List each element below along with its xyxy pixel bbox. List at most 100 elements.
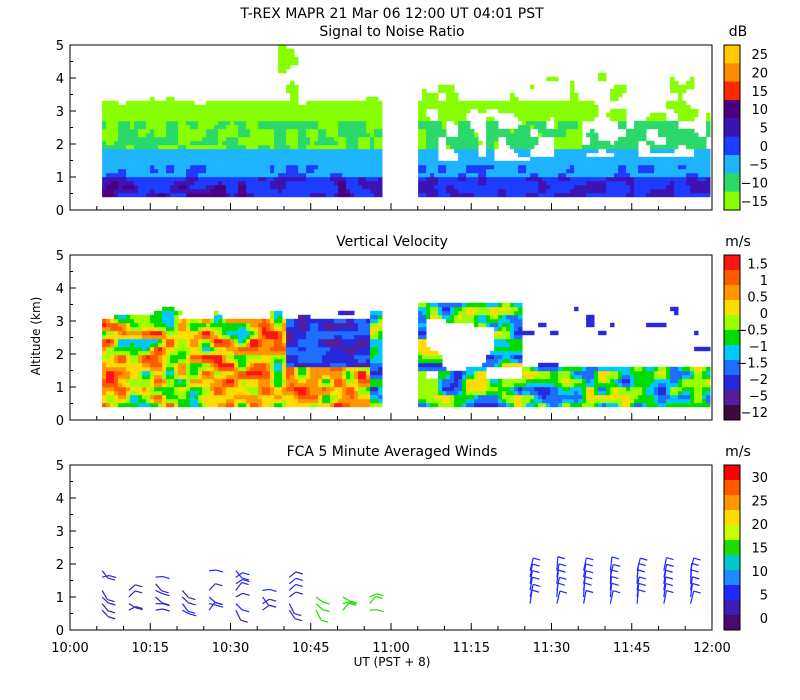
field-cell (626, 188, 631, 194)
field-cell (306, 330, 311, 336)
field-cell (270, 152, 275, 158)
field-cell (242, 318, 247, 324)
field-cell (370, 128, 375, 134)
field-cell (230, 180, 235, 186)
field-cell (594, 136, 599, 142)
field-cell (122, 338, 127, 344)
field-cell (590, 132, 595, 138)
field-cell (426, 92, 431, 98)
field-cell (466, 184, 471, 190)
field-cell (314, 132, 319, 138)
field-cell (302, 318, 307, 324)
field-cell (246, 184, 251, 190)
field-cell (426, 100, 431, 106)
field-cell (166, 362, 171, 368)
field-cell (222, 104, 227, 110)
field-cell (482, 108, 487, 114)
field-cell (266, 152, 271, 158)
field-cell (134, 342, 139, 348)
field-cell (206, 140, 211, 146)
field-cell (574, 128, 579, 134)
data-fields (101, 44, 740, 631)
field-cell (514, 164, 519, 170)
field-cell (226, 128, 231, 134)
field-cell (366, 192, 371, 198)
field-cell (282, 390, 287, 396)
field-cell (574, 140, 579, 146)
field-cell (226, 172, 231, 178)
field-cell (418, 370, 423, 376)
field-cell (438, 374, 443, 380)
field-cell (350, 346, 355, 352)
field-cell (118, 314, 123, 320)
field-cell (442, 366, 447, 372)
field-cell (342, 180, 347, 186)
field-cell (162, 362, 167, 368)
field-cell (162, 112, 167, 118)
field-cell (358, 358, 363, 364)
field-cell (194, 148, 199, 154)
field-cell (134, 160, 139, 166)
field-cell (230, 168, 235, 174)
field-cell (570, 156, 575, 162)
field-cell (482, 176, 487, 182)
field-cell (486, 184, 491, 190)
field-cell (178, 156, 183, 162)
field-cell (290, 92, 295, 98)
field-cell (578, 168, 583, 174)
field-cell (534, 116, 539, 122)
field-cell (618, 156, 623, 162)
field-cell (318, 366, 323, 372)
field-cell (114, 140, 119, 146)
field-cell (690, 172, 695, 178)
field-cell (358, 144, 363, 150)
field-cell (126, 334, 131, 340)
field-cell (106, 112, 111, 118)
field-cell (470, 100, 475, 106)
field-cell (254, 398, 259, 404)
field-cell (602, 188, 607, 194)
field-cell (338, 366, 343, 372)
field-cell (334, 104, 339, 110)
field-cell (526, 176, 531, 182)
field-cell (282, 176, 287, 182)
field-cell (430, 148, 435, 154)
field-cell (238, 176, 243, 182)
field-cell (278, 160, 283, 166)
field-cell (562, 176, 567, 182)
field-cell (486, 144, 491, 150)
field-cell (114, 152, 119, 158)
field-cell (298, 188, 303, 194)
field-cell (142, 402, 147, 408)
field-cell (470, 140, 475, 146)
field-cell (698, 140, 703, 146)
field-cell (274, 144, 279, 150)
field-cell (334, 398, 339, 404)
field-cell (434, 144, 439, 150)
field-cell (262, 192, 267, 198)
field-cell (378, 378, 383, 384)
field-cell (626, 144, 631, 150)
field-cell (610, 168, 615, 174)
field-cell (594, 172, 599, 178)
field-cell (634, 184, 639, 190)
field-cell (122, 136, 127, 142)
field-cell (134, 148, 139, 154)
field-cell (182, 180, 187, 186)
field-cell (298, 176, 303, 182)
field-cell (322, 378, 327, 384)
field-cell (302, 330, 307, 336)
field-cell (326, 366, 331, 372)
field-cell (206, 378, 211, 384)
field-cell (510, 176, 515, 182)
field-cell (450, 192, 455, 198)
field-cell (194, 358, 199, 364)
field-cell (242, 366, 247, 372)
field-cell (102, 378, 107, 384)
field-cell (330, 350, 335, 356)
field-cell (322, 144, 327, 150)
field-cell (350, 362, 355, 368)
field-cell (662, 128, 667, 134)
field-cell (194, 132, 199, 138)
field-cell (278, 330, 283, 336)
